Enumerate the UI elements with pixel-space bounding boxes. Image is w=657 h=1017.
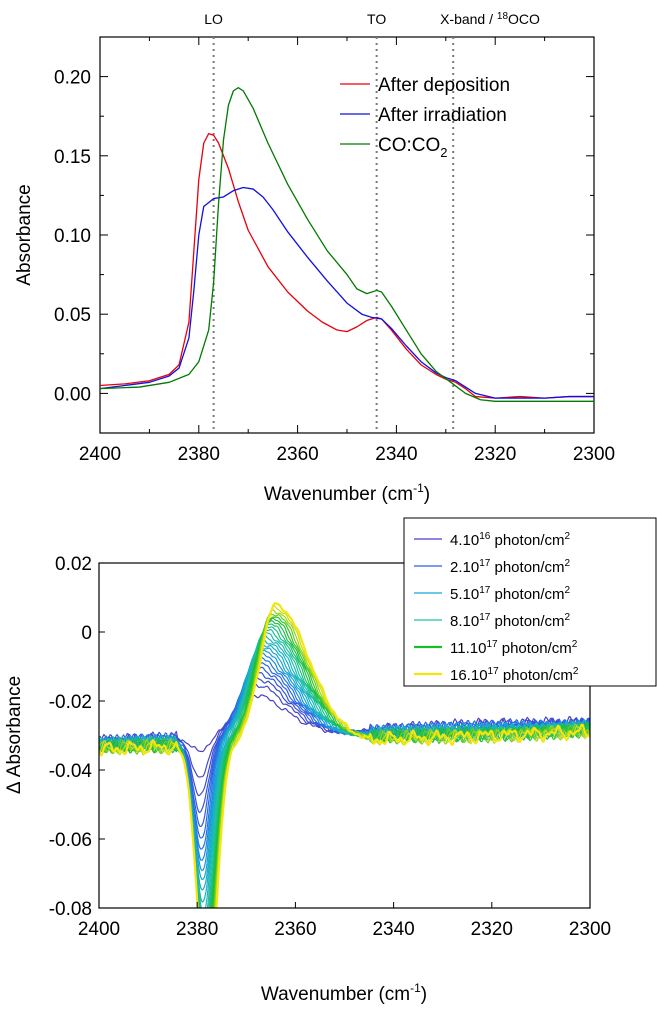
bottom-x-title-end: ) <box>421 984 427 1005</box>
top-chart: 2400 2380 2360 2340 2320 2300 0.00 0.05 0.10 0.15… <box>14 11 615 505</box>
dose-6-unit: photon/cm <box>499 667 573 684</box>
dose-curve-24 <box>99 602 590 908</box>
to-annotation: TO <box>367 11 386 27</box>
top-y-axis-title: Absorbance <box>14 184 35 285</box>
top-y-tick-label: 0.20 <box>54 68 91 89</box>
legend-label-dose-4: 8.1017 photon/cm2 <box>450 612 571 630</box>
series-line-2 <box>99 87 594 402</box>
xband-annotation: X-band / 18OCO <box>440 11 540 27</box>
legend-label-after-deposition: After deposition <box>378 75 510 96</box>
dose-1-unit-exp: 2 <box>565 531 571 542</box>
top-x-title-end: ) <box>424 484 430 505</box>
dose-4-exp: 17 <box>479 612 491 623</box>
bottom-x-axis-title: Wavenumber (cm-1) <box>261 981 427 1005</box>
top-y-tick-label: 0.15 <box>54 147 91 168</box>
dose-1-exp: 16 <box>479 531 491 542</box>
bottom-chart: 2400 2380 2360 2340 2320 2300 0.02 0 -0.02 -0.04 -… <box>4 517 657 1005</box>
legend-label-after-irradiation: After irradiation <box>378 105 507 126</box>
dose-3-exp: 17 <box>479 585 491 596</box>
xband-label-main: X-band / <box>440 11 497 27</box>
top-x-tick-label: 2400 <box>79 444 121 465</box>
bottom-legend: 4.1016 photon/cm2 2.1017 photon/cm2 5.10… <box>403 517 657 687</box>
dose-6-exp: 17 <box>488 666 500 677</box>
dose-2-unit: photon/cm <box>490 559 564 576</box>
lo-annotation: LO <box>204 11 223 27</box>
dose-2-base: 2.10 <box>450 559 479 576</box>
bottom-y-axis-title: Δ Absorbance <box>4 676 25 794</box>
bottom-x-tick-label: 2320 <box>471 919 513 940</box>
bottom-series-lines <box>99 602 590 908</box>
dose-4-unit: photon/cm <box>490 613 564 630</box>
bottom-legend-box <box>403 517 657 687</box>
legend-label-dose-3: 5.1017 photon/cm2 <box>450 585 571 603</box>
dose-5-unit-exp: 2 <box>572 639 578 650</box>
top-x-axis-title: Wavenumber (cm-1) <box>264 481 430 505</box>
top-y-tick-label: 0.10 <box>54 226 91 247</box>
dose-2-unit-exp: 2 <box>565 558 571 569</box>
legend-label-dose-6: 16.1017 photon/cm2 <box>450 666 579 684</box>
bottom-y-tick-label: -0.06 <box>49 830 92 851</box>
series-line-1 <box>99 186 594 399</box>
dose-5-exp: 17 <box>486 639 498 650</box>
bottom-x-title-main: Wavenumber (cm <box>261 984 410 1005</box>
dose-5-unit: photon/cm <box>498 640 572 657</box>
dose-4-unit-exp: 2 <box>565 612 571 623</box>
top-x-tick-label: 2300 <box>573 444 615 465</box>
bottom-x-tick-label: 2400 <box>78 919 120 940</box>
bottom-y-tick-label: -0.02 <box>49 692 92 713</box>
dose-1-base: 4.10 <box>450 532 479 549</box>
bottom-legend-items: 4.1016 photon/cm2 2.1017 photon/cm2 5.10… <box>414 531 579 684</box>
bottom-x-tick-label: 2380 <box>176 919 218 940</box>
top-x-tick-label: 2360 <box>276 444 318 465</box>
legend-label-co-co2-main: CO:CO <box>378 135 440 156</box>
dose-5-base: 11.10 <box>450 640 486 657</box>
top-x-title-main: Wavenumber (cm <box>264 484 413 505</box>
top-legend: After deposition After irradiation CO:CO… <box>340 75 510 160</box>
top-annotation-lines <box>212 37 455 433</box>
dose-6-unit-exp: 2 <box>573 666 579 677</box>
bottom-y-tick-label: -0.08 <box>49 899 92 920</box>
legend-label-dose-5: 11.1017 photon/cm2 <box>450 639 578 657</box>
legend-label-co-co2-sub: 2 <box>440 145 447 160</box>
xband-label-sup: 18 <box>497 11 509 22</box>
bottom-y-tick-label: -0.04 <box>49 761 93 782</box>
dose-3-unit: photon/cm <box>490 586 564 603</box>
top-x-tick-label: 2320 <box>474 444 516 465</box>
bottom-x-title-sup: -1 <box>410 981 421 995</box>
bottom-x-tick-label: 2300 <box>569 919 611 940</box>
top-axis-ticks: 2400 2380 2360 2340 2320 2300 0.00 0.05 0.10 0.15… <box>54 36 615 465</box>
legend-label-dose-2: 2.1017 photon/cm2 <box>450 558 571 576</box>
legend-label-dose-1: 4.1016 photon/cm2 <box>450 531 571 549</box>
dose-6-base: 16.10 <box>450 667 488 684</box>
dose-2-exp: 17 <box>479 558 491 569</box>
top-series-lines <box>99 87 594 402</box>
dose-4-base: 8.10 <box>450 613 479 630</box>
bottom-x-tick-label: 2360 <box>274 919 316 940</box>
bottom-plot-frame <box>98 562 591 909</box>
bottom-y-tick-label: 0 <box>81 623 92 644</box>
bottom-y-tick-label: 0.02 <box>55 554 92 575</box>
dose-1-unit: photon/cm <box>490 532 564 549</box>
bottom-axis-ticks: 2400 2380 2360 2340 2320 2300 0.02 0 -0.02 -0.04 -… <box>49 554 611 940</box>
dose-3-unit-exp: 2 <box>565 585 571 596</box>
dose-3-base: 5.10 <box>450 586 479 603</box>
series-line-0 <box>99 132 594 399</box>
top-x-title-sup: -1 <box>413 481 424 495</box>
xband-label-end: OCO <box>508 11 540 27</box>
bottom-x-tick-label: 2340 <box>372 919 414 940</box>
top-x-tick-label: 2380 <box>178 444 220 465</box>
top-y-tick-label: 0.05 <box>54 305 91 326</box>
top-y-tick-label: 0.00 <box>54 384 91 405</box>
legend-label-co-co2: CO:CO2 <box>378 135 448 160</box>
top-x-tick-label: 2340 <box>375 444 417 465</box>
